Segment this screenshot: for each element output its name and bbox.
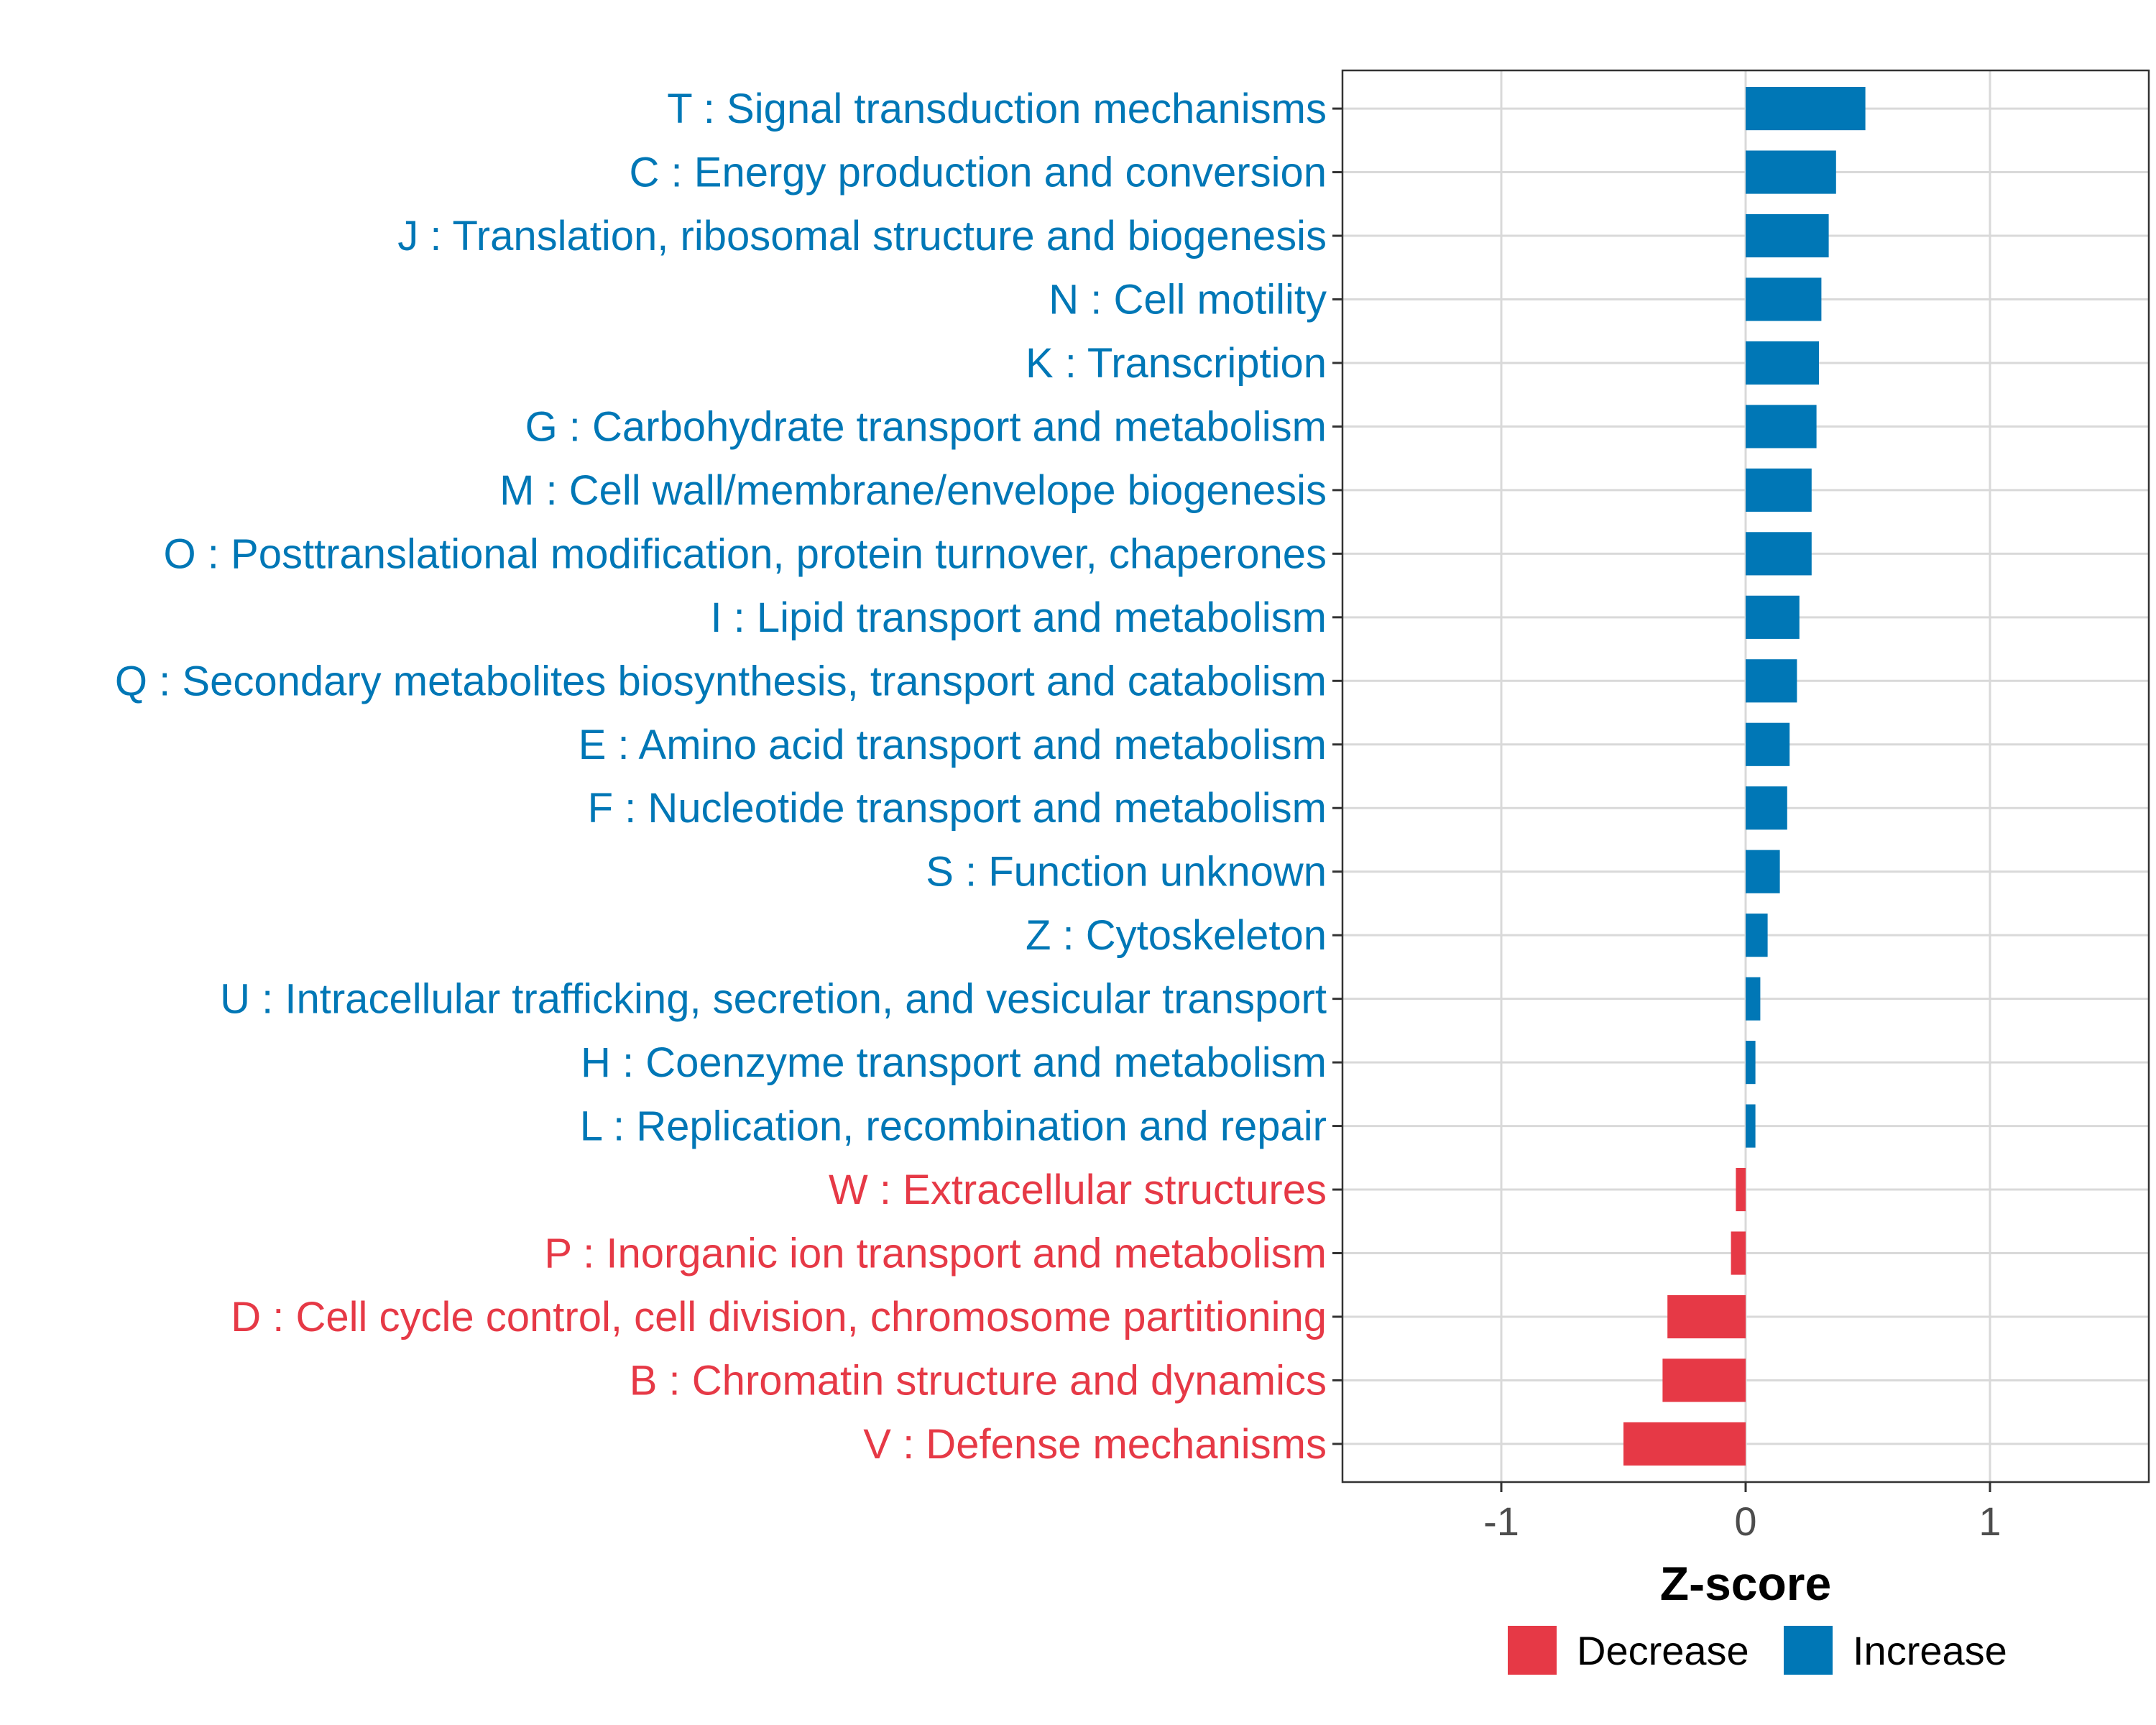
bars-layer bbox=[1623, 87, 1866, 1466]
bar bbox=[1746, 277, 1822, 321]
category-label: J : Translation, ribosomal structure and… bbox=[397, 213, 1327, 259]
category-label: T : Signal transduction mechanisms bbox=[667, 86, 1327, 132]
bar bbox=[1746, 595, 1800, 639]
category-label: F : Nucleotide transport and metabolism bbox=[588, 785, 1327, 832]
x-tick-label: 1 bbox=[1978, 1499, 2001, 1544]
bar bbox=[1746, 213, 1829, 258]
legend-label-decrease: Decrease bbox=[1577, 1628, 1749, 1673]
category-label: H : Coenzyme transport and metabolism bbox=[581, 1039, 1327, 1086]
ticks-layer: -1 0 1 bbox=[1332, 107, 2001, 1544]
bar bbox=[1746, 1041, 1756, 1085]
category-label: W : Extracellular structures bbox=[829, 1167, 1327, 1213]
category-label: L : Replication, recombination and repai… bbox=[580, 1103, 1327, 1150]
bar bbox=[1746, 722, 1790, 766]
legend: Decrease Increase bbox=[1508, 1626, 2007, 1675]
bar bbox=[1731, 1231, 1746, 1275]
bar bbox=[1746, 977, 1761, 1021]
bar bbox=[1746, 659, 1797, 703]
category-label: K : Transcription bbox=[1026, 340, 1327, 387]
category-label: B : Chromatin structure and dynamics bbox=[630, 1357, 1327, 1404]
category-label: Z : Cytoskeleton bbox=[1026, 912, 1327, 959]
bar bbox=[1736, 1167, 1746, 1212]
category-label: C : Energy production and conversion bbox=[630, 150, 1327, 196]
bar bbox=[1746, 532, 1812, 576]
legend-label-increase: Increase bbox=[1853, 1628, 2007, 1673]
bar bbox=[1667, 1294, 1746, 1339]
bar bbox=[1746, 87, 1866, 131]
bar bbox=[1746, 914, 1768, 957]
legend-key-decrease bbox=[1508, 1626, 1557, 1675]
category-label: V : Defense mechanisms bbox=[863, 1421, 1327, 1468]
bar bbox=[1746, 341, 1819, 385]
category-label: U : Intracellular trafficking, secretion… bbox=[220, 976, 1327, 1023]
category-label: G : Carbohydrate transport and metabolis… bbox=[525, 403, 1327, 450]
category-label: N : Cell motility bbox=[1049, 276, 1327, 323]
x-axis-title: Z-score bbox=[1660, 1557, 1831, 1610]
category-label: M : Cell wall/membrane/envelope biogenes… bbox=[499, 467, 1327, 514]
x-tick-label: 0 bbox=[1734, 1499, 1756, 1544]
category-label: D : Cell cycle control, cell division, c… bbox=[231, 1294, 1327, 1340]
legend-key-increase bbox=[1784, 1626, 1833, 1675]
category-label: Q : Secondary metabolites biosynthesis, … bbox=[115, 658, 1327, 704]
bar bbox=[1746, 850, 1780, 893]
category-label: E : Amino acid transport and metabolism bbox=[579, 722, 1327, 768]
x-tick-label: -1 bbox=[1483, 1499, 1519, 1544]
bar bbox=[1746, 1104, 1756, 1148]
category-labels: T : Signal transduction mechanisms C : En… bbox=[115, 86, 1327, 1468]
category-label: O : Posttranslational modification, prot… bbox=[164, 530, 1327, 577]
bar bbox=[1623, 1422, 1746, 1466]
bar bbox=[1746, 405, 1817, 448]
bar bbox=[1746, 786, 1787, 830]
category-label: P : Inorganic ion transport and metaboli… bbox=[544, 1230, 1327, 1277]
bar bbox=[1662, 1358, 1746, 1402]
bar bbox=[1746, 150, 1836, 194]
category-label: S : Function unknown bbox=[926, 849, 1327, 896]
bar bbox=[1746, 468, 1812, 512]
category-label: I : Lipid transport and metabolism bbox=[710, 594, 1327, 641]
